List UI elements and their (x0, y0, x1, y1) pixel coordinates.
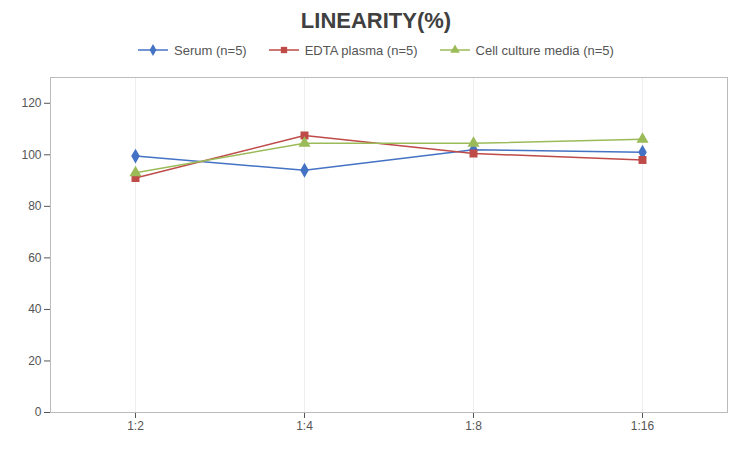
html-text:Serum (n=5): Serum (n=5) (174, 42, 247, 58)
html-text:Cell culture media (n=5): Cell culture media (n=5) (475, 42, 614, 58)
svg-text:60: 60 (28, 251, 42, 265)
svg-text:20: 20 (28, 354, 42, 368)
svg-text:1:8: 1:8 (465, 419, 482, 433)
svg-text:1:16: 1:16 (631, 419, 655, 433)
svg-text:0: 0 (35, 405, 42, 419)
html-text:EDTA plasma (n=5): EDTA plasma (n=5) (304, 42, 418, 58)
html-text:LINEARITY(%): LINEARITY(%) (300, 8, 452, 33)
svg-text:80: 80 (28, 199, 42, 213)
svg-text:40: 40 (28, 302, 42, 316)
svg-text:1:4: 1:4 (296, 419, 313, 433)
svg-text:1:2: 1:2 (127, 419, 144, 433)
svg-text:120: 120 (21, 96, 41, 110)
svg-text:100: 100 (21, 148, 41, 162)
